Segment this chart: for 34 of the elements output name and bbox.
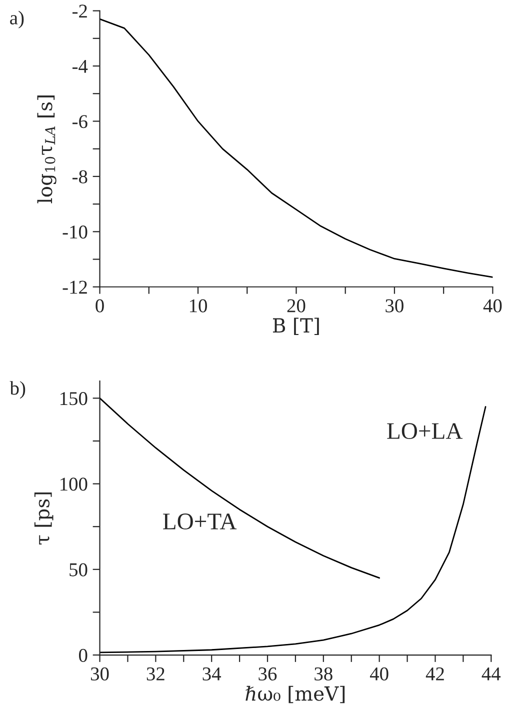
x-tick-label: 40 bbox=[483, 299, 502, 312]
line-series bbox=[100, 397, 380, 579]
y-tick-label: 50 bbox=[70, 563, 88, 576]
y-tick-label: -6 bbox=[72, 115, 88, 128]
y-tick-label: 150 bbox=[60, 392, 88, 406]
x-tick-label: 36 bbox=[258, 667, 277, 680]
x-axis-title: B [T] bbox=[273, 318, 319, 336]
line-series bbox=[100, 406, 486, 654]
x-tick-label: 30 bbox=[386, 299, 404, 312]
x-tick-label: 20 bbox=[287, 299, 306, 312]
y-axis-title: τ [ps] bbox=[34, 492, 54, 545]
line-series bbox=[100, 18, 493, 278]
y-tick-label: 100 bbox=[60, 478, 88, 491]
y-tick-label: 0 bbox=[78, 648, 88, 662]
y-axis-title: log$_{10}$τ$_{LA}$ [s] bbox=[37, 96, 56, 204]
y-tick-label: -2 bbox=[72, 4, 87, 18]
y-tick-label: -12 bbox=[62, 280, 87, 294]
x-tick-label: 30 bbox=[90, 667, 109, 680]
x-tick-label: 44 bbox=[482, 668, 501, 680]
chart-title: b) bbox=[10, 381, 26, 399]
y-tick-label: -4 bbox=[72, 60, 88, 73]
x-tick-label: 0 bbox=[96, 299, 104, 312]
x-tick-label: 34 bbox=[202, 667, 222, 680]
x-axis-title: ℏω₀ [meV] bbox=[246, 686, 345, 704]
x-tick-label: 10 bbox=[190, 299, 207, 312]
y-tick-label: -10 bbox=[62, 225, 88, 239]
annotation: LO+TA bbox=[163, 514, 237, 530]
y-tick-label: -8 bbox=[72, 170, 88, 184]
x-tick-label: 40 bbox=[370, 667, 388, 680]
annotation: LO+LA bbox=[387, 423, 463, 440]
chart-title: a) bbox=[10, 10, 24, 28]
x-tick-label: 38 bbox=[314, 667, 332, 680]
x-tick-label: 32 bbox=[146, 667, 164, 680]
x-tick-label: 42 bbox=[426, 667, 444, 680]
